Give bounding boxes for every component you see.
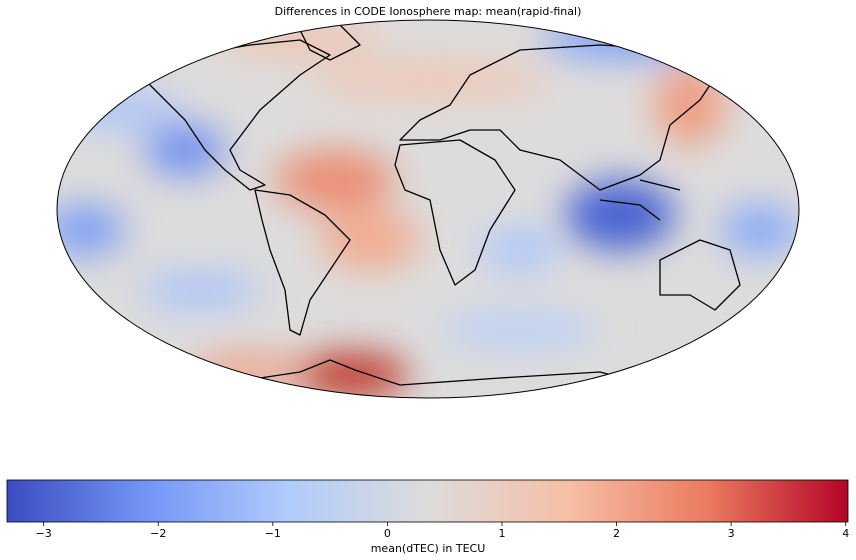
- colorbar-tick-label: 4: [842, 527, 849, 540]
- colorbar-tick-label: 3: [728, 527, 735, 540]
- colorbar-tick-label: 2: [613, 527, 620, 540]
- colorbar-tick-label: 0: [384, 527, 391, 540]
- map-title: Differences in CODE Ionosphere map: mean…: [275, 5, 582, 18]
- coastlines: [144, 24, 741, 386]
- map-frame: [56, 19, 800, 399]
- colorbar-tick-label: −2: [150, 527, 166, 540]
- colorbar-tick-label: 1: [498, 527, 505, 540]
- colorbar-label: mean(dTEC) in TECU: [371, 542, 486, 555]
- colorbar-tick-label: −1: [265, 527, 281, 540]
- heatmap: [57, 20, 799, 398]
- colorbar-tick-label: −3: [36, 527, 52, 540]
- colorbar: [6, 479, 849, 523]
